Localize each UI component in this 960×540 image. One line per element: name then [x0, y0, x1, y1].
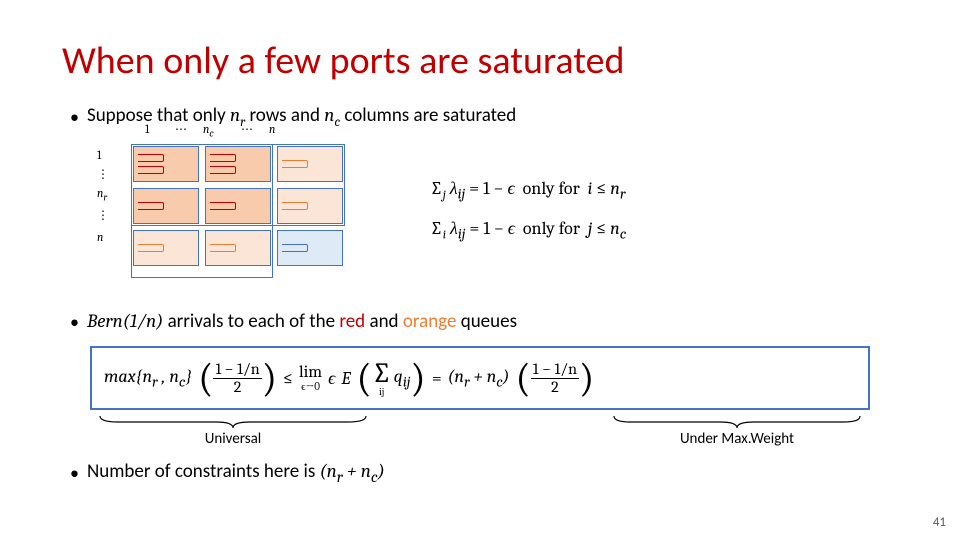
- den: 2: [232, 379, 244, 396]
- txt: columns are saturated: [340, 104, 516, 127]
- bullet-dot: •: [70, 464, 79, 482]
- brace-universal: Universal: [98, 414, 368, 448]
- brace-right-label: Under Max.Weight: [680, 430, 794, 448]
- brace-left-label: Universal: [205, 430, 262, 448]
- grid-body: [133, 146, 343, 276]
- lbl: ⋯: [159, 122, 203, 139]
- cell: [133, 188, 199, 224]
- queue-grid-diagram: 1 ⋯ nc ⋯ n 1 ⋮ nr ⋮ n: [115, 138, 345, 288]
- queue-icon: [282, 202, 308, 210]
- leq: ≤: [283, 368, 293, 389]
- lbl: n: [97, 230, 109, 244]
- bullet-3-text: Number of constraints here is (nr + nc): [87, 460, 385, 486]
- expect: E: [341, 368, 350, 389]
- cell: [277, 146, 343, 182]
- lbl: ⋮: [97, 162, 109, 186]
- den: 2: [549, 379, 561, 396]
- queue-icon: [282, 160, 308, 168]
- bullet-3: • Number of constraints here is (nr + nc…: [70, 460, 385, 486]
- txt: Number of: [87, 460, 175, 483]
- brace-icon: [98, 414, 368, 428]
- constraint-equations: ∑j λij = 1 − ϵ only for i ≤ nr ∑i λij = …: [430, 170, 626, 250]
- qij: qij: [394, 366, 411, 391]
- eps: ϵ: [328, 368, 335, 389]
- cell: [205, 230, 271, 266]
- lbl: 1: [145, 122, 159, 139]
- lbl: nc: [203, 122, 225, 139]
- cell: [205, 146, 271, 182]
- queue-icon: [210, 202, 236, 210]
- expr: (nr + nc): [320, 460, 385, 482]
- cell: [133, 230, 199, 266]
- bullet-2: • Bern(1/n) arrivals to each of the red …: [70, 310, 517, 333]
- txt: here is: [260, 460, 320, 483]
- main-equation-box: max{nr , nc} 1 − 1/n2 ≤ limϵ→0 ϵ E ∑ij q…: [90, 346, 870, 410]
- eq-col-constraint: ∑i λij = 1 − ϵ only for j ≤ nc: [430, 210, 626, 250]
- lbl: nr: [97, 186, 109, 200]
- sum-paren: ∑ij qij: [356, 359, 425, 397]
- txt: queues: [456, 310, 517, 333]
- row-labels: 1 ⋮ nr ⋮ n: [97, 148, 109, 288]
- lim-sub: ϵ→0: [301, 381, 320, 392]
- queue-icon: [138, 244, 164, 252]
- lbl: ⋮: [97, 200, 109, 230]
- txt: and: [365, 310, 403, 333]
- bullet-dot: •: [70, 108, 79, 126]
- constraints-word: constraints: [175, 460, 260, 483]
- bern: Bern(1/n): [87, 310, 163, 332]
- bullet-dot: •: [70, 313, 79, 331]
- lim: lim: [299, 364, 322, 381]
- queue-icon: [138, 166, 164, 174]
- sigma: ∑ij: [372, 359, 392, 397]
- cell: [133, 146, 199, 182]
- queue-icon: [210, 154, 236, 162]
- num: 1 − 1/n: [213, 361, 261, 379]
- sum-sub: ij: [379, 387, 384, 397]
- limit: limϵ→0: [299, 364, 322, 392]
- page-number: 41: [933, 515, 946, 530]
- orange-word: orange: [403, 310, 457, 333]
- lbl: ⋯: [225, 122, 269, 139]
- cell: [205, 188, 271, 224]
- lhs-frac: 1 − 1/n2: [198, 361, 277, 396]
- queue-icon: [138, 202, 164, 210]
- rhs-coef: (nr + nc): [448, 366, 510, 391]
- eq-sign: =: [432, 368, 442, 389]
- bullet-2-text: Bern(1/n) arrivals to each of the red an…: [87, 310, 517, 333]
- lbl: 1: [97, 148, 109, 162]
- brace-maxweight: Under Max.Weight: [612, 414, 862, 448]
- queue-icon: [138, 154, 164, 162]
- eq-row-constraint: ∑j λij = 1 − ϵ only for i ≤ nr: [430, 170, 626, 210]
- queue-icon: [210, 244, 236, 252]
- cell: [277, 188, 343, 224]
- rhs-frac: 1 − 1/n2: [516, 361, 595, 396]
- txt: arrivals to each of the: [163, 310, 339, 333]
- col-labels: 1 ⋯ nc ⋯ n: [145, 122, 345, 139]
- lhs-max: max{nr , nc}: [104, 366, 192, 391]
- queue-icon: [210, 166, 236, 174]
- slide-title: When only a few ports are saturated: [62, 38, 624, 84]
- brace-icon: [612, 414, 862, 428]
- queue-icon: [282, 244, 308, 252]
- num: 1 − 1/n: [531, 361, 579, 379]
- red-word: red: [339, 310, 365, 333]
- lbl: n: [269, 122, 283, 139]
- cell: [277, 230, 343, 266]
